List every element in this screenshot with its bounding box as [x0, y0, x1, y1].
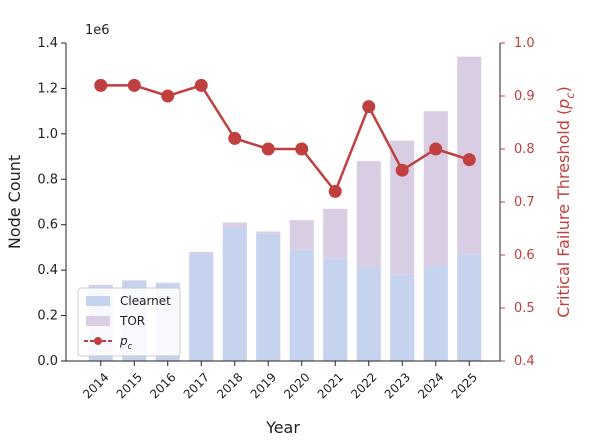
point: [462, 153, 476, 167]
x-tick-label: 2019: [247, 370, 278, 401]
bar: [88, 284, 113, 287]
bar: [356, 161, 381, 268]
legend-marker: [94, 337, 102, 345]
legend-label: Clearnet: [120, 294, 171, 308]
x-tick-label: 2018: [214, 370, 245, 401]
bar: [457, 254, 482, 361]
point: [161, 89, 175, 103]
bar: [122, 280, 147, 282]
point: [328, 184, 342, 198]
x-tick-label: 2015: [113, 370, 144, 401]
y-axis-label: Node Count: [5, 155, 24, 249]
bar: [189, 254, 214, 361]
bar: [356, 267, 381, 361]
x-tick-label: 2023: [381, 370, 412, 401]
y-tick-label: 1.0: [37, 126, 58, 141]
bar: [423, 265, 448, 361]
y-tick-label: 1.2: [37, 81, 58, 96]
x-tick-label: 2017: [180, 370, 211, 401]
y-tick-label: 0.6: [37, 217, 58, 232]
bar: [256, 231, 281, 234]
bar: [222, 222, 247, 227]
y-tick-label: 0.2: [37, 308, 58, 323]
y-tick-label: 0.4: [37, 263, 58, 278]
legend-label: TOR: [119, 314, 145, 328]
bar: [289, 249, 314, 361]
x-axis-label: Year: [265, 418, 300, 437]
point: [362, 100, 376, 114]
point: [228, 131, 242, 145]
bar: [390, 140, 415, 275]
y2-tick-label: 0.8: [514, 142, 535, 157]
point: [127, 78, 141, 92]
y2-tick-label: 0.7: [514, 195, 535, 210]
y-tick-label: 1.4: [37, 36, 58, 51]
x-tick-label: 2024: [415, 370, 446, 401]
bar: [323, 258, 348, 361]
y-offset-label: 1e6: [85, 23, 110, 38]
legend-label: pc: [119, 334, 133, 351]
legend-swatch: [86, 316, 110, 326]
bar: [423, 111, 448, 266]
y-tick-label: 0.0: [37, 354, 58, 369]
y-tick-label: 0.8: [37, 172, 58, 187]
bar: [289, 220, 314, 250]
bar: [189, 251, 214, 255]
y2-tick-label: 0.4: [514, 354, 535, 369]
bar: [256, 233, 281, 361]
bar: [390, 274, 415, 361]
x-tick-label: 2025: [448, 370, 479, 401]
y2-axis-label: Critical Failure Threshold (pc): [554, 86, 577, 318]
x-tick-label: 2021: [314, 370, 345, 401]
x-tick-label: 2022: [348, 370, 379, 401]
x-tick-label: 2020: [281, 370, 312, 401]
point: [429, 142, 443, 156]
point: [94, 78, 108, 92]
bar: [222, 226, 247, 361]
bar: [323, 208, 348, 259]
bar: [155, 282, 180, 284]
point: [261, 142, 275, 156]
point: [395, 163, 409, 177]
x-tick-label: 2014: [80, 370, 111, 401]
point: [295, 142, 309, 156]
legend-swatch: [86, 296, 110, 306]
point: [194, 78, 208, 92]
y2-tick-label: 0.9: [514, 89, 535, 104]
y2-tick-label: 0.6: [514, 248, 535, 263]
y2-tick-label: 1.0: [514, 36, 535, 51]
x-tick-label: 2016: [147, 370, 178, 401]
y2-tick-label: 0.5: [514, 301, 535, 316]
